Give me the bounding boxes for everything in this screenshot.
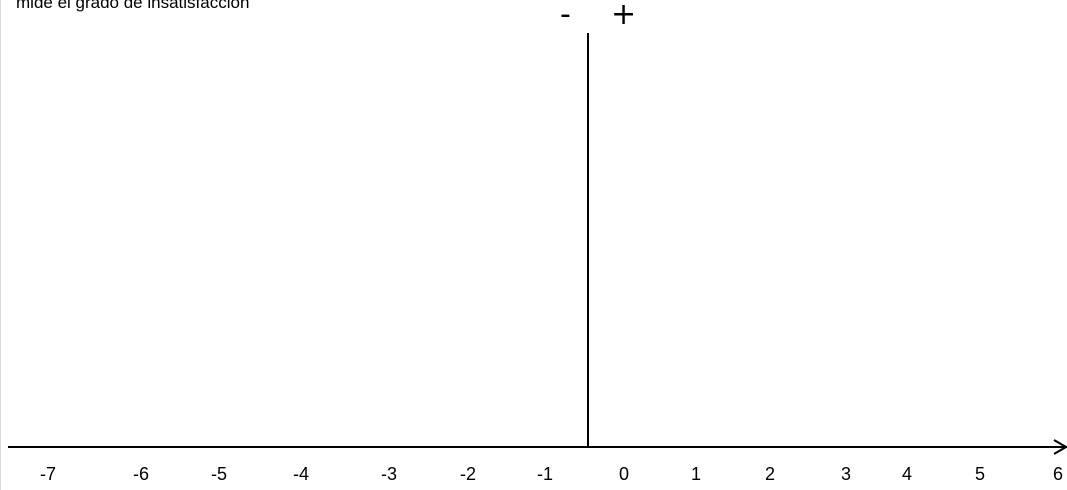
tick-label: -7: [40, 464, 56, 484]
tick-label: -6: [133, 464, 149, 484]
tick-label: 3: [841, 464, 851, 484]
tick-label: 2: [765, 464, 775, 484]
tick-label: 6: [1053, 464, 1063, 484]
tick-label: 0: [619, 464, 629, 484]
tick-label: 5: [975, 464, 985, 484]
tick-label: -3: [381, 464, 397, 484]
tick-label: -1: [537, 464, 553, 484]
tick-label: -5: [211, 464, 227, 484]
tick-labels: -7 -6 -5 -4 -3 -2 -1 0 1 2 3 4 5 6: [40, 464, 1063, 484]
tick-label: -4: [293, 464, 309, 484]
tick-label: -2: [460, 464, 476, 484]
tick-label: 4: [902, 464, 912, 484]
tick-label: 1: [691, 464, 701, 484]
